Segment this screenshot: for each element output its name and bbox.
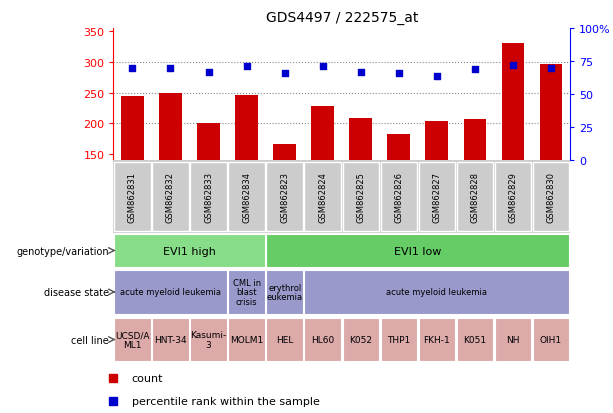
Bar [273, 145, 296, 161]
Bar [349, 119, 372, 161]
Text: EVI1 high: EVI1 high [163, 246, 216, 256]
Point [432, 73, 442, 80]
FancyBboxPatch shape [533, 163, 569, 232]
FancyBboxPatch shape [419, 318, 455, 361]
FancyBboxPatch shape [267, 271, 303, 314]
Point [394, 71, 404, 77]
Text: GSM862828: GSM862828 [470, 172, 479, 223]
Point [470, 66, 480, 73]
Text: HEL: HEL [276, 335, 294, 344]
FancyBboxPatch shape [495, 318, 531, 361]
Point [242, 64, 251, 71]
FancyBboxPatch shape [228, 163, 265, 232]
Text: K052: K052 [349, 335, 372, 344]
Bar [121, 97, 144, 161]
Text: K051: K051 [463, 335, 487, 344]
FancyBboxPatch shape [419, 163, 455, 232]
Point [356, 69, 366, 76]
Bar [159, 93, 182, 161]
FancyBboxPatch shape [343, 163, 379, 232]
Text: disease state: disease state [44, 287, 109, 297]
Point [280, 71, 289, 77]
Text: FKH-1: FKH-1 [424, 335, 451, 344]
Text: GSM862830: GSM862830 [547, 172, 555, 223]
Text: OIH1: OIH1 [540, 335, 562, 344]
FancyBboxPatch shape [381, 318, 417, 361]
Text: CML in
blast
crisis: CML in blast crisis [232, 278, 261, 306]
Text: MOLM1: MOLM1 [230, 335, 263, 344]
Bar [539, 64, 563, 161]
FancyBboxPatch shape [152, 318, 189, 361]
Text: EVI1 low: EVI1 low [394, 246, 441, 256]
Point [204, 69, 213, 76]
FancyBboxPatch shape [114, 163, 151, 232]
FancyBboxPatch shape [267, 163, 303, 232]
Text: GSM862825: GSM862825 [356, 172, 365, 223]
Text: UCSD/A
ML1: UCSD/A ML1 [115, 330, 150, 349]
FancyBboxPatch shape [228, 318, 265, 361]
Text: percentile rank within the sample: percentile rank within the sample [132, 396, 319, 406]
FancyBboxPatch shape [305, 271, 569, 314]
Text: genotype/variation: genotype/variation [16, 246, 109, 256]
Text: GSM862824: GSM862824 [318, 172, 327, 223]
Title: GDS4497 / 222575_at: GDS4497 / 222575_at [265, 11, 418, 25]
FancyBboxPatch shape [495, 163, 531, 232]
Point [166, 65, 175, 72]
Text: GSM862823: GSM862823 [280, 172, 289, 223]
FancyBboxPatch shape [190, 163, 227, 232]
Text: THP1: THP1 [387, 335, 411, 344]
Bar [463, 120, 486, 161]
FancyBboxPatch shape [381, 163, 417, 232]
FancyBboxPatch shape [114, 318, 151, 361]
FancyBboxPatch shape [267, 318, 303, 361]
Text: GSM862829: GSM862829 [509, 172, 517, 223]
FancyBboxPatch shape [228, 271, 265, 314]
FancyBboxPatch shape [305, 318, 341, 361]
FancyBboxPatch shape [114, 235, 265, 267]
Text: count: count [132, 373, 163, 383]
FancyBboxPatch shape [457, 163, 493, 232]
Bar [311, 107, 334, 161]
Bar [425, 122, 448, 161]
FancyBboxPatch shape [305, 163, 341, 232]
Point [128, 65, 137, 72]
Point [546, 65, 556, 72]
FancyBboxPatch shape [152, 163, 189, 232]
Text: Kasumi-
3: Kasumi- 3 [191, 330, 227, 349]
Text: acute myeloid leukemia: acute myeloid leukemia [120, 288, 221, 297]
Text: GSM862831: GSM862831 [128, 172, 137, 223]
Text: GSM862834: GSM862834 [242, 172, 251, 223]
Text: GSM862827: GSM862827 [432, 172, 441, 223]
Text: HL60: HL60 [311, 335, 334, 344]
Point [508, 63, 518, 69]
FancyBboxPatch shape [343, 318, 379, 361]
FancyBboxPatch shape [457, 318, 493, 361]
FancyBboxPatch shape [267, 235, 569, 267]
Bar [197, 124, 220, 161]
Text: GSM862826: GSM862826 [394, 172, 403, 223]
Text: HNT-34: HNT-34 [154, 335, 187, 344]
Text: cell line: cell line [71, 335, 109, 345]
Bar [501, 44, 524, 161]
Text: NH: NH [506, 335, 520, 344]
Text: erythrol
eukemia: erythrol eukemia [267, 283, 303, 301]
Bar [235, 95, 258, 161]
Point [318, 64, 327, 71]
Bar [387, 135, 410, 161]
FancyBboxPatch shape [533, 318, 569, 361]
Text: GSM862832: GSM862832 [166, 172, 175, 223]
FancyBboxPatch shape [114, 271, 227, 314]
FancyBboxPatch shape [190, 318, 227, 361]
Text: acute myeloid leukemia: acute myeloid leukemia [386, 288, 487, 297]
Text: GSM862833: GSM862833 [204, 172, 213, 223]
